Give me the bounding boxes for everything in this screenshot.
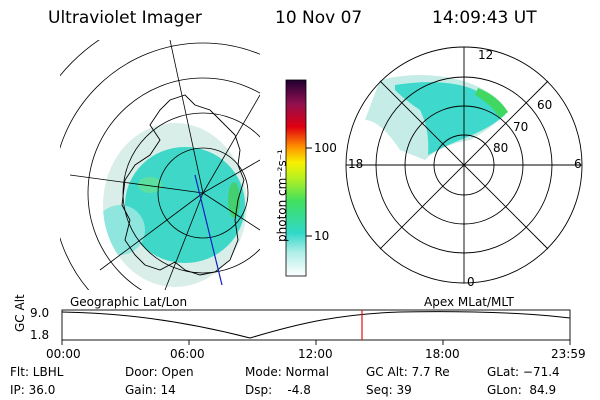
seq-value: Seq: 39 xyxy=(366,383,412,397)
colorbar-tick-100: 100 xyxy=(314,141,337,155)
glat-value: GLat: −71.4 xyxy=(487,365,560,379)
x-tick-0600: 06:00 xyxy=(170,347,205,361)
mlt-label-18: 18 xyxy=(348,157,364,171)
ip-value: IP: 36.0 xyxy=(10,383,56,397)
lat-label-80: 80 xyxy=(493,141,509,155)
door-value: Door: Open xyxy=(125,365,194,379)
lat-label-60: 60 xyxy=(537,98,553,112)
x-tick-0000: 00:00 xyxy=(46,347,81,361)
glon-value: GLon: 84.9 xyxy=(487,383,557,397)
alt-tick-1-8: 1.8 xyxy=(30,328,50,342)
geographic-label: Geographic Lat/Lon xyxy=(70,295,188,309)
x-tick-1800: 18:00 xyxy=(425,347,460,361)
gc-alt-axis-label: GC Alt xyxy=(13,294,27,332)
filter-value: Flt: LBHL xyxy=(10,365,64,379)
date-label: 10 Nov 07 xyxy=(275,8,363,28)
colorbar-tick-10: 10 xyxy=(314,229,330,243)
gain-value: Gain: 14 xyxy=(125,383,176,397)
mode-value: Mode: Normal xyxy=(245,365,329,379)
mlt-label-0: 0 xyxy=(467,275,475,289)
alt-tick-9: 9.0 xyxy=(30,306,50,320)
gc-alt-value: GC Alt: 7.7 Re xyxy=(366,365,450,379)
mlt-label-6: 6 xyxy=(574,157,582,171)
x-tick-2359: 23:59 xyxy=(551,347,586,361)
time-label: 14:09:43 UT xyxy=(432,8,537,28)
instrument-title: Ultraviolet Imager xyxy=(48,8,202,28)
dsp-value: Dsp: -4.8 xyxy=(245,383,311,397)
x-tick-1200: 12:00 xyxy=(298,347,333,361)
mlt-label-12: 12 xyxy=(478,48,494,62)
apex-label: Apex MLat/MLT xyxy=(424,295,514,309)
lat-label-70: 70 xyxy=(513,120,529,134)
